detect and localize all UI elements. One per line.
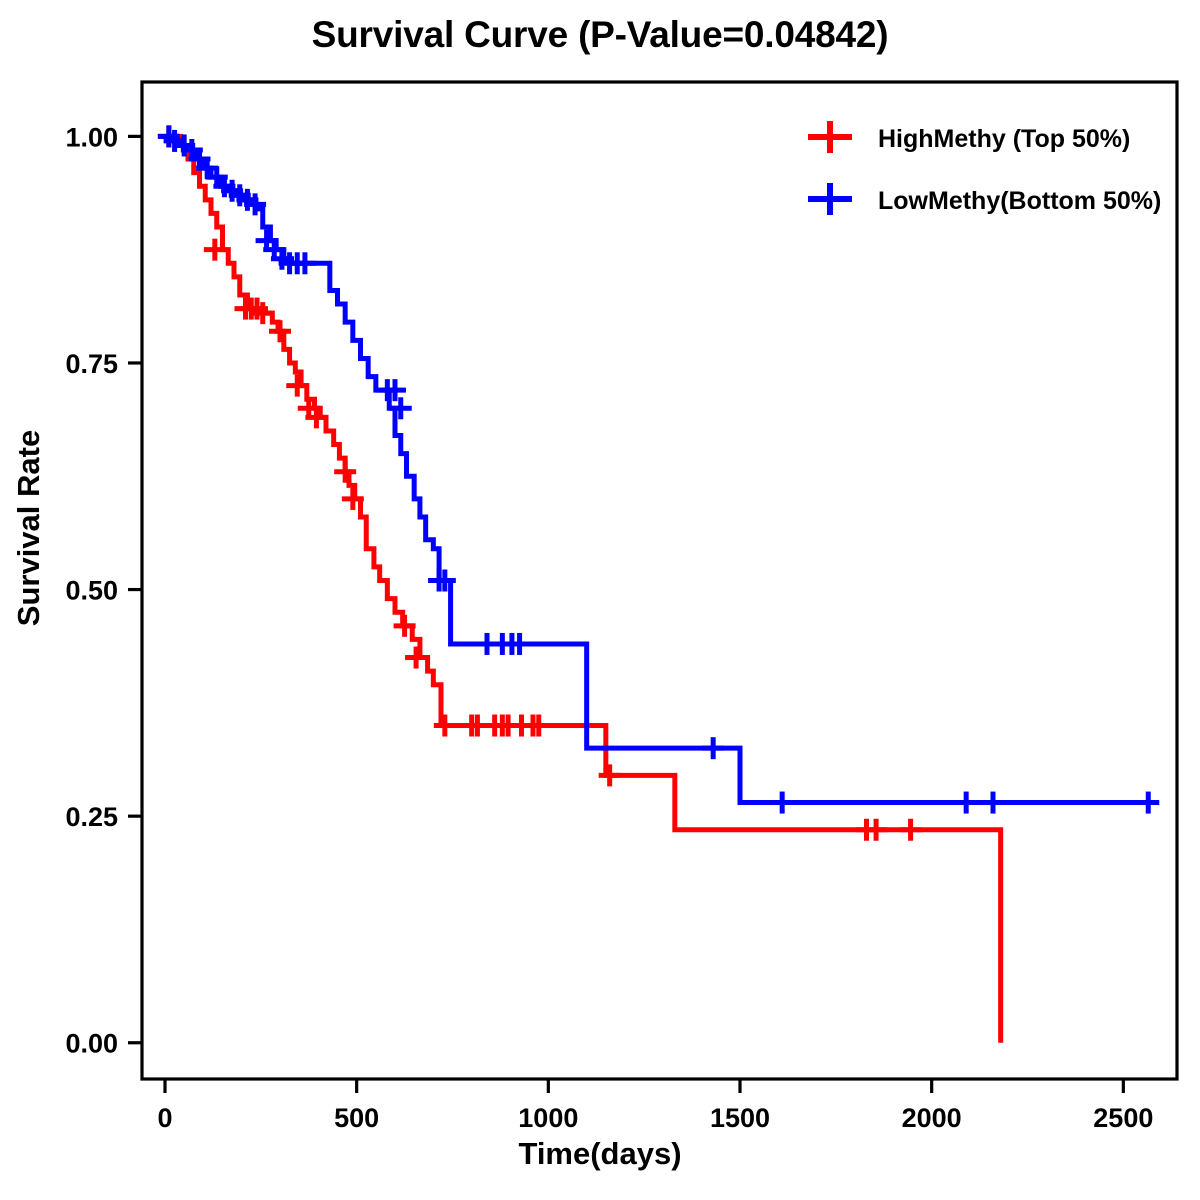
x-axis-label: Time(days) [518,1136,682,1171]
x-tick-label: 2000 [902,1103,962,1133]
censor-marks [157,125,1160,814]
km-step-line [165,133,1151,806]
x-tick-label: 1500 [710,1103,770,1133]
y-tick-label: 0.75 [65,349,118,379]
legend: HighMethy (Top 50%) LowMethy(Bottom 50%) [808,121,1161,215]
series-low-methy [157,125,1160,814]
y-tick-label: 0.25 [65,802,118,832]
legend-label: LowMethy(Bottom 50%) [878,187,1161,215]
legend-item-low-methy[interactable]: LowMethy(Bottom 50%) [808,183,1161,215]
x-tick-label: 500 [334,1103,379,1133]
y-tick-label: 1.00 [65,122,118,152]
y-tick-label: 0.50 [65,576,118,606]
y-tick-label: 0.00 [65,1029,118,1059]
x-tick-label: 2500 [1093,1103,1153,1133]
plot-frame [140,80,1179,1081]
axis-ticks [128,134,1125,1093]
axis-tick-labels: 0 500 1000 1500 2000 2500 0.00 0.25 0.50 0.75 1.00 [65,122,1153,1133]
chart-title: Survival Curve (P-Value=0.04842) [311,14,889,55]
legend-item-high-methy[interactable]: HighMethy (Top 50%) [808,121,1130,153]
x-tick-label: 0 [157,1103,172,1133]
legend-label: HighMethy (Top 50%) [878,125,1130,153]
axes [140,80,1179,1081]
x-tick-label: 1000 [518,1103,578,1133]
censor-marks [157,125,922,841]
series-high-methy [157,125,1004,1043]
data-series [157,125,1160,1043]
